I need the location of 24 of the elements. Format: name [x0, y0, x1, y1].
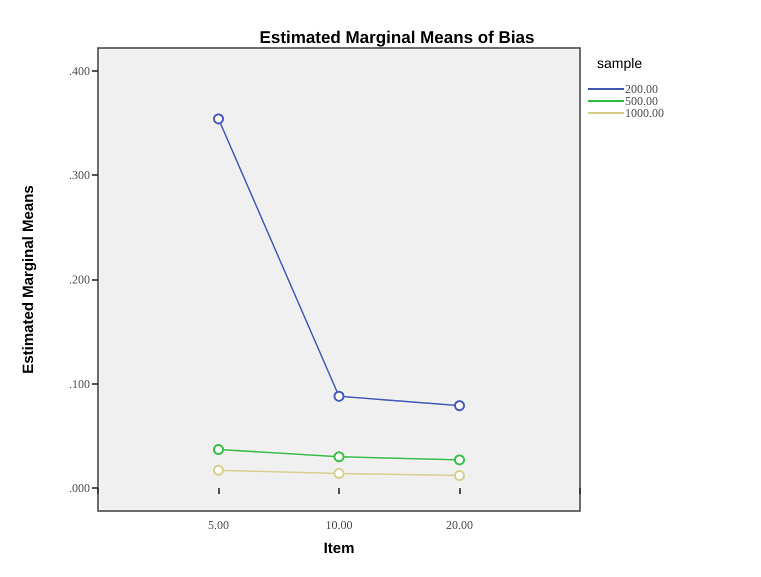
point [213, 113, 224, 124]
point [454, 470, 465, 482]
y-tick-label: .000 [69, 481, 90, 496]
x-tick-label: 10.00 [326, 518, 352, 532]
point [213, 464, 224, 476]
point [454, 454, 465, 466]
x-tick-label: 20.00 [446, 518, 473, 532]
y-tick-label: .300 [69, 168, 90, 182]
point [334, 451, 344, 462]
x-axis-title: Item [324, 540, 354, 557]
y-axis-title: Estimated Marginal Means [20, 185, 37, 374]
chart-title: Estimated Marginal Means of Bias [260, 28, 534, 47]
point [334, 390, 344, 402]
y-tick-label: .200 [69, 272, 90, 286]
point [213, 444, 224, 455]
legend-title: sample [597, 55, 642, 71]
y-tick-label: .400 [69, 64, 90, 78]
y-tick-label: .100 [69, 376, 90, 391]
legend-label: 1000.00 [625, 106, 664, 120]
x-tick-label: 5.00 [208, 518, 229, 532]
legend-label: 200.00 [625, 82, 658, 96]
legend-label: 500.00 [625, 94, 658, 108]
point [334, 468, 344, 479]
point [454, 400, 465, 412]
